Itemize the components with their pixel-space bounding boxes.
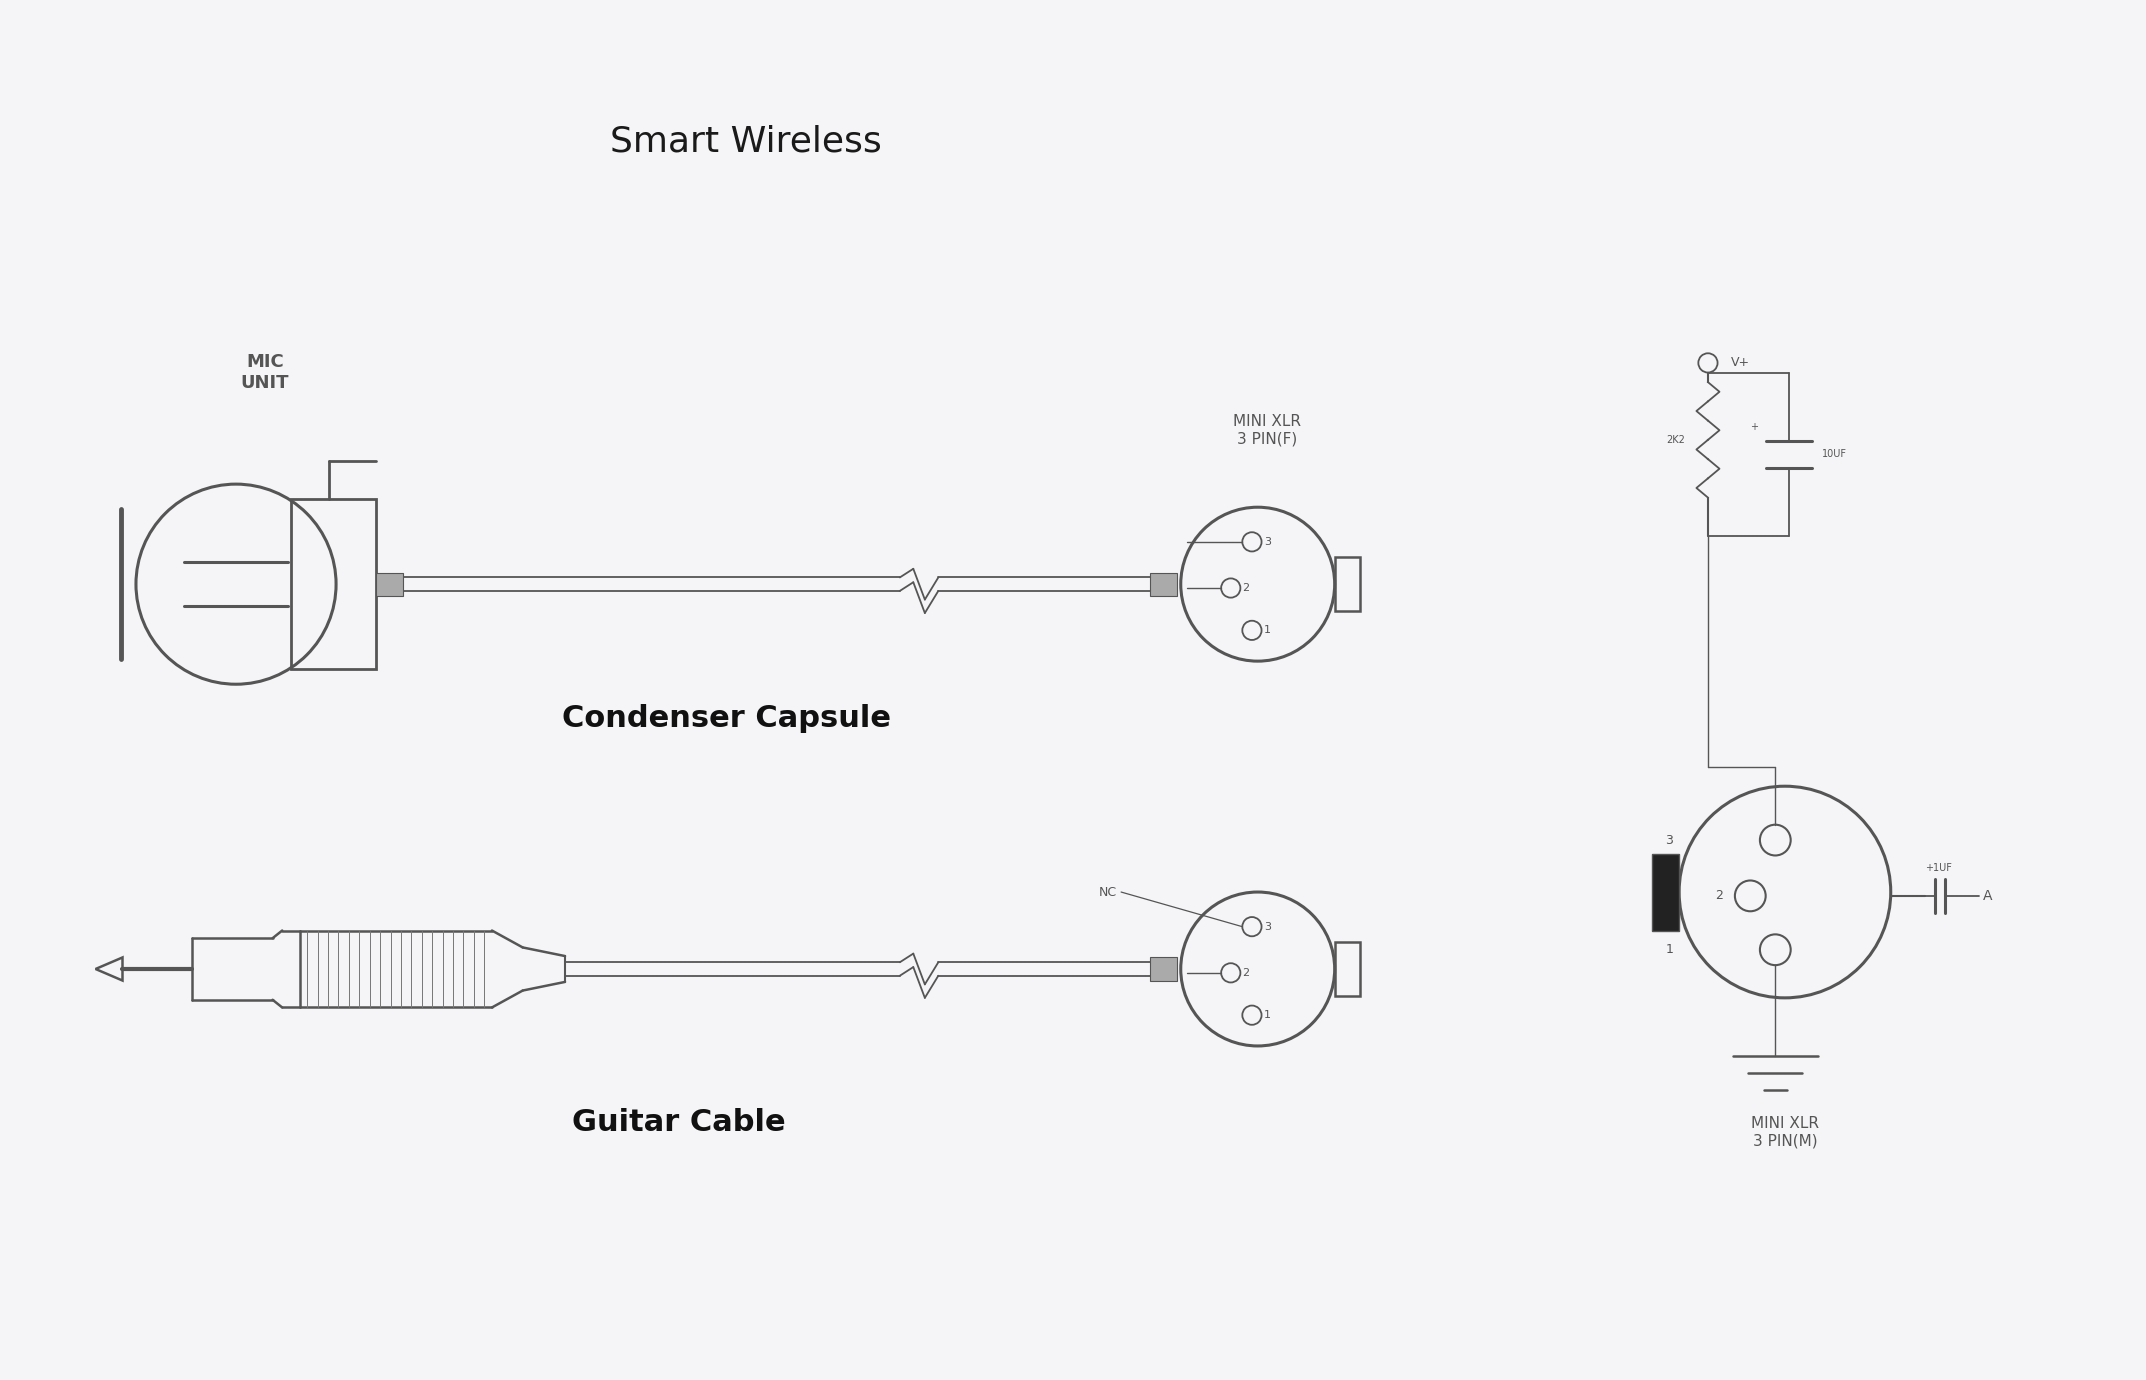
Text: Condenser Capsule: Condenser Capsule (562, 704, 891, 733)
Text: A: A (1983, 889, 1994, 903)
Bar (292, 500, 376, 669)
Text: 3: 3 (1264, 922, 1270, 932)
Text: MINI XLR
3 PIN(F): MINI XLR 3 PIN(F) (1234, 414, 1300, 447)
Text: 1: 1 (1264, 1010, 1270, 1020)
Bar (1652, 854, 1678, 930)
Text: 3: 3 (1665, 834, 1674, 846)
Text: +1UF: +1UF (1925, 862, 1953, 872)
Text: V+: V+ (1732, 356, 1751, 370)
Text: Guitar Cable: Guitar Cable (571, 1108, 785, 1137)
Bar (1150, 573, 1176, 596)
Text: 2: 2 (1243, 967, 1249, 978)
Text: 2: 2 (1715, 889, 1723, 903)
Text: 10UF: 10UF (1822, 450, 1846, 460)
Bar (1335, 943, 1361, 996)
Text: 2K2: 2K2 (1665, 435, 1685, 444)
Text: MINI XLR
3 PIN(M): MINI XLR 3 PIN(M) (1751, 1116, 1820, 1148)
Bar (376, 573, 403, 596)
Bar (1335, 558, 1361, 611)
Text: NC: NC (1099, 886, 1118, 898)
Bar (1150, 958, 1176, 981)
Text: Smart Wireless: Smart Wireless (609, 124, 882, 159)
Text: MIC
UNIT: MIC UNIT (240, 353, 290, 392)
Text: 2: 2 (1243, 582, 1249, 593)
Text: 1: 1 (1665, 944, 1674, 956)
Text: +: + (1749, 422, 1758, 432)
Text: 1: 1 (1264, 625, 1270, 635)
Text: 3: 3 (1264, 537, 1270, 546)
